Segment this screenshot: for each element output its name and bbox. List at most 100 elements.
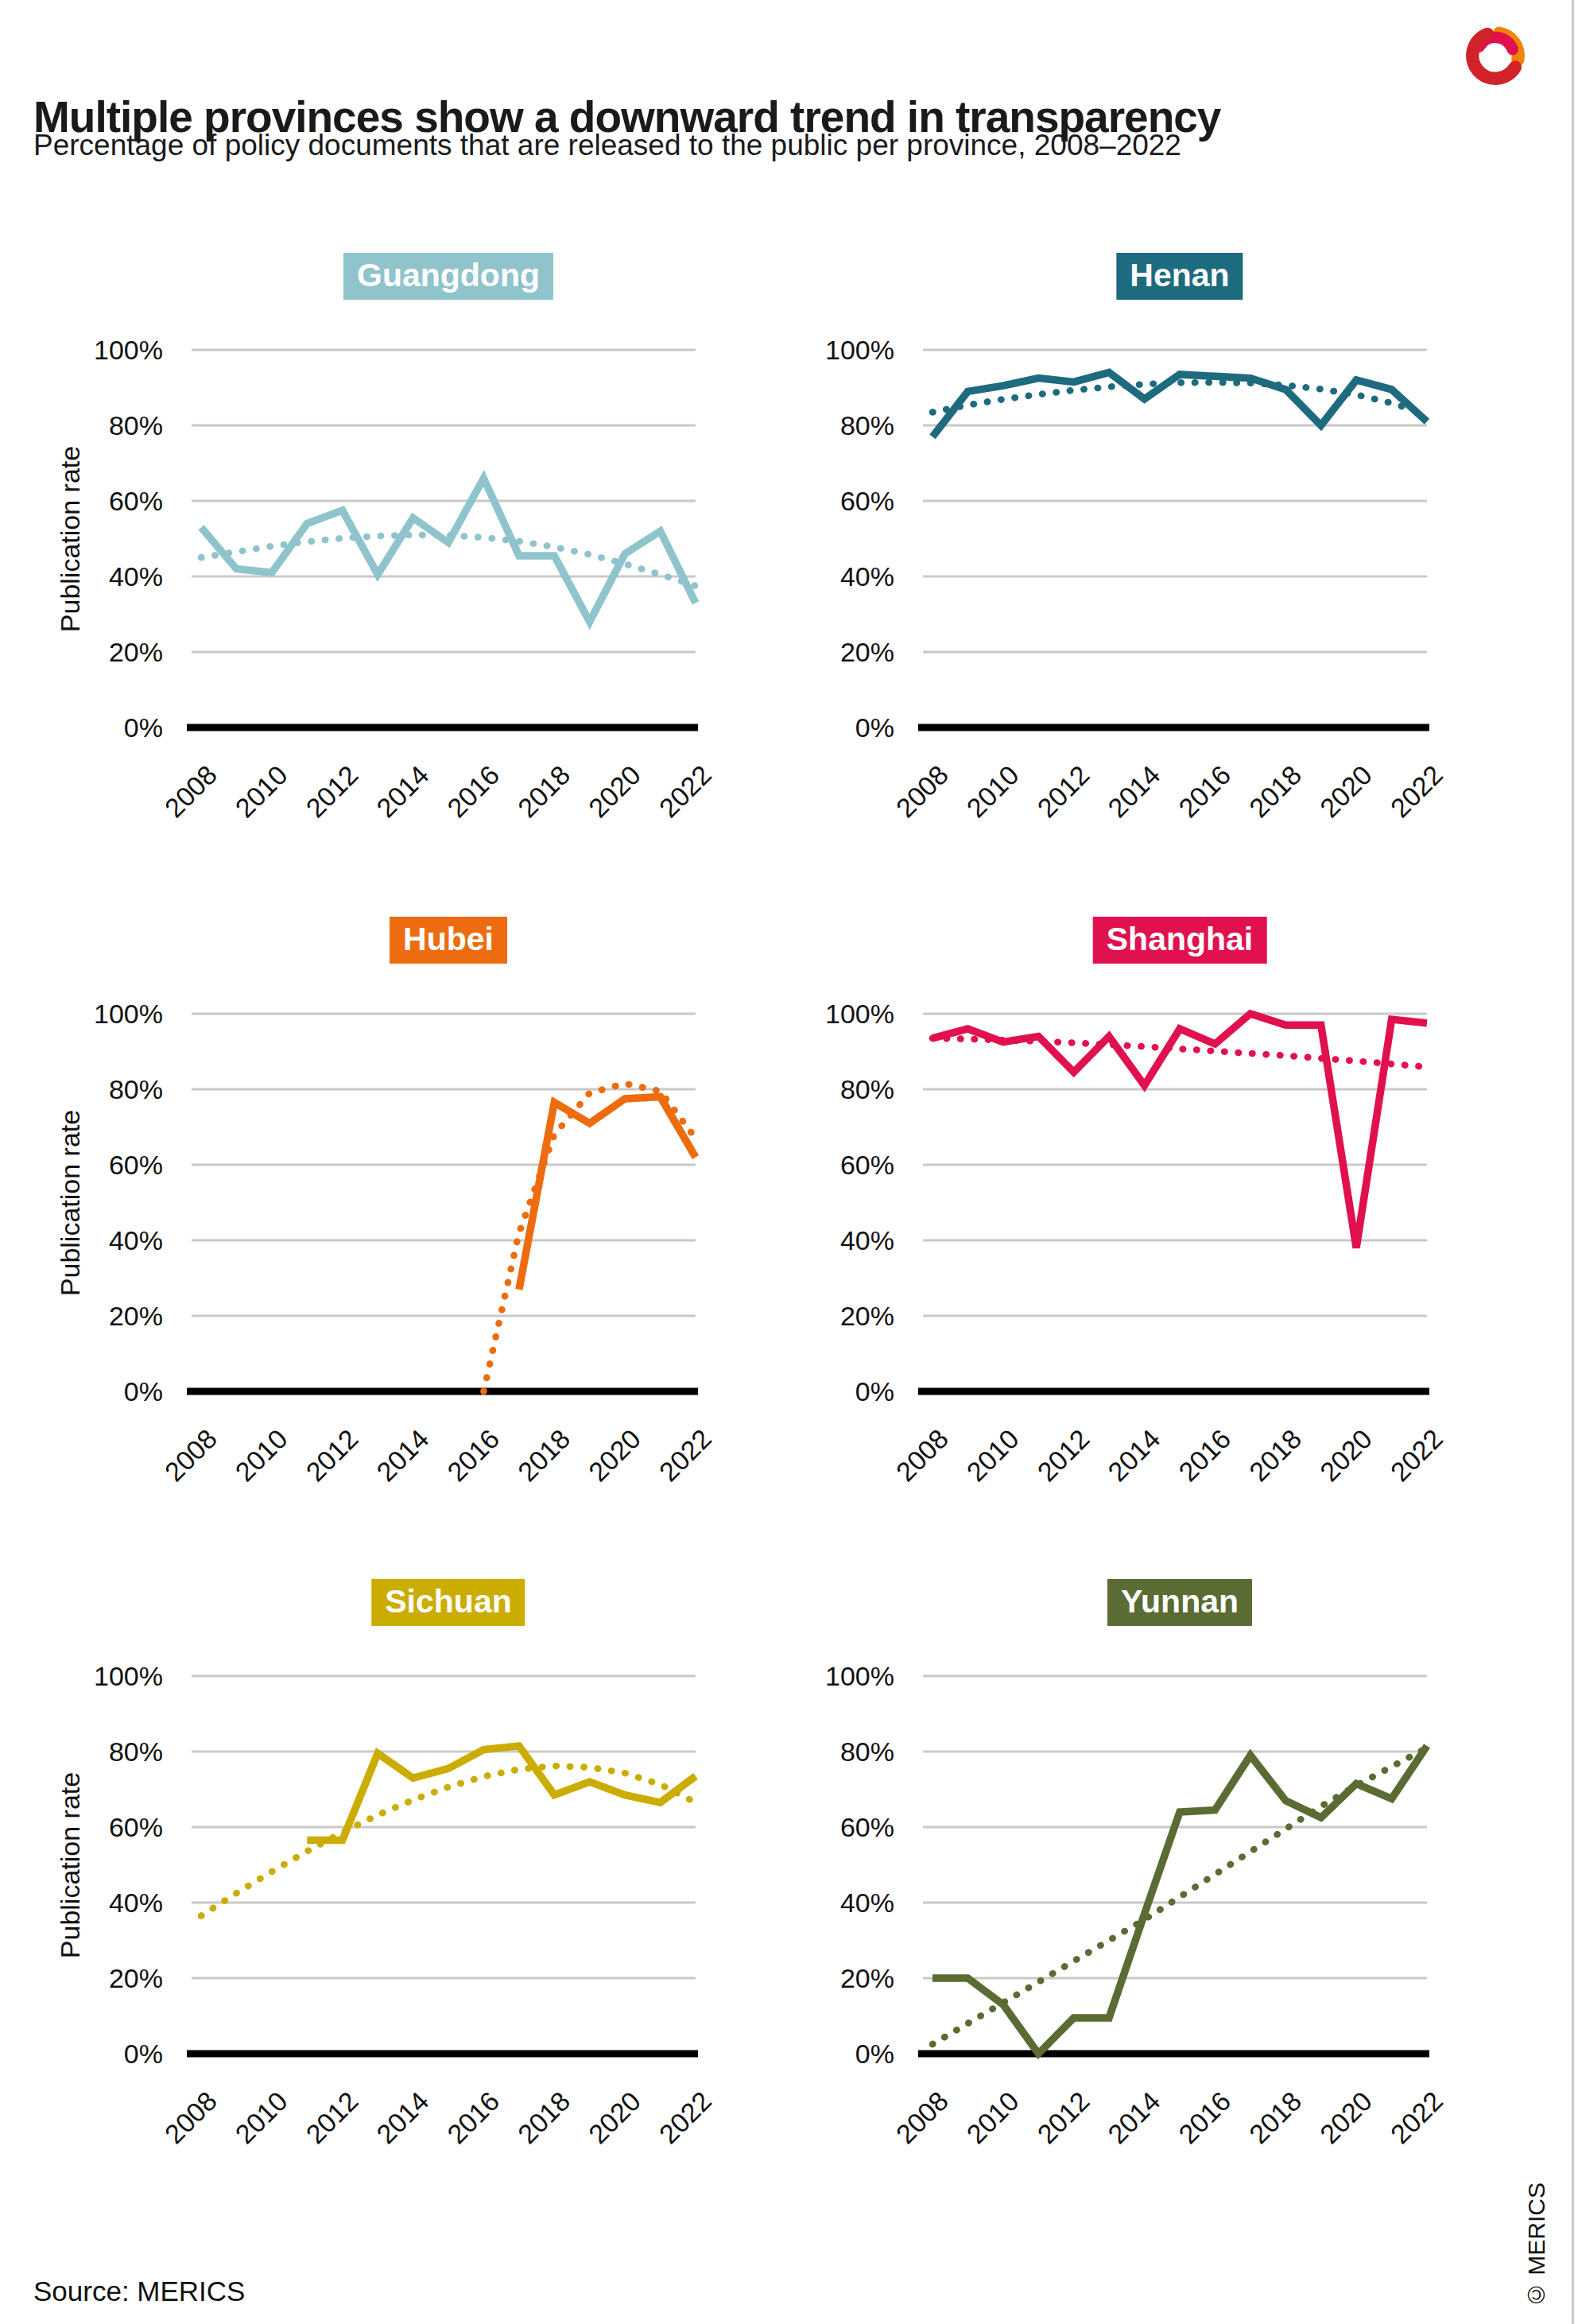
- x-tick-label: 2020: [1314, 1423, 1378, 1487]
- province-label: Sichuan: [371, 1579, 525, 1626]
- x-tick-label: 2016: [441, 2085, 505, 2149]
- data-line: [519, 1097, 696, 1290]
- x-tick-label: 2014: [370, 759, 434, 823]
- x-tick-label: 2010: [960, 759, 1024, 823]
- y-tick-label: 100%: [825, 999, 894, 1029]
- y-tick-label: 60%: [109, 1150, 163, 1180]
- y-tick-label: 60%: [109, 1812, 163, 1842]
- y-tick-label: 60%: [840, 1150, 894, 1180]
- chart-panel-sichuan: 100%80%60%40%20%0%2008201020122014201620…: [44, 1565, 743, 2185]
- chart-panel-hubei: 100%80%60%40%20%0%2008201020122014201620…: [44, 902, 743, 1523]
- y-tick-label: 100%: [825, 1661, 894, 1691]
- y-tick-label: 80%: [840, 1074, 894, 1104]
- x-tick-label: 2008: [890, 759, 954, 823]
- x-tick-label: 2008: [890, 2085, 954, 2149]
- x-tick-label: 2010: [229, 759, 293, 823]
- y-tick-label: 20%: [840, 1301, 894, 1331]
- y-tick-label: 100%: [94, 1661, 163, 1691]
- y-tick-label: 40%: [840, 1888, 894, 1918]
- y-tick-label: 40%: [109, 561, 163, 592]
- right-edge-line: [1572, 0, 1574, 2324]
- y-tick-label: 20%: [840, 1963, 894, 1993]
- page-subtitle: Percentage of policy documents that are …: [33, 129, 1181, 162]
- x-tick-label: 2016: [1173, 1423, 1236, 1487]
- trend-line: [201, 1766, 696, 1916]
- x-tick-label: 2020: [1314, 2085, 1378, 2149]
- x-tick-label: 2022: [653, 1423, 717, 1487]
- copyright-note: © MERICS: [1523, 2137, 1555, 2308]
- y-tick-label: 60%: [840, 486, 894, 516]
- y-tick-label: 20%: [840, 637, 894, 667]
- x-tick-label: 2016: [441, 759, 505, 823]
- y-tick-label: 0%: [124, 1376, 163, 1406]
- x-tick-label: 2008: [890, 1423, 954, 1487]
- x-tick-label: 2020: [583, 1423, 646, 1487]
- y-tick-label: 80%: [109, 1736, 163, 1767]
- x-tick-label: 2010: [229, 2085, 293, 2149]
- x-tick-label: 2012: [1031, 1423, 1095, 1487]
- x-tick-label: 2016: [1173, 759, 1236, 823]
- x-tick-label: 2018: [1243, 1423, 1307, 1487]
- y-axis-title: Publication rate: [55, 1110, 86, 1296]
- x-tick-label: 2022: [1385, 2085, 1448, 2149]
- y-tick-label: 40%: [840, 1225, 894, 1255]
- x-tick-label: 2008: [159, 759, 223, 823]
- x-tick-label: 2008: [159, 2085, 223, 2149]
- x-tick-label: 2014: [1102, 759, 1165, 823]
- x-tick-label: 2014: [370, 1423, 434, 1487]
- x-tick-label: 2010: [960, 1423, 1024, 1487]
- y-tick-label: 80%: [840, 1736, 894, 1767]
- province-label: Yunnan: [1107, 1579, 1252, 1626]
- x-tick-label: 2010: [229, 1423, 293, 1487]
- x-tick-label: 2022: [1385, 759, 1448, 823]
- chart-canvas-hubei: 100%80%60%40%20%0%2008201020122014201620…: [44, 902, 743, 1523]
- y-tick-label: 20%: [109, 1301, 163, 1331]
- x-tick-label: 2012: [1031, 2085, 1095, 2149]
- y-tick-label: 80%: [109, 410, 163, 440]
- trend-line: [483, 1084, 696, 1391]
- province-label: Shanghai: [1093, 917, 1267, 964]
- x-tick-label: 2010: [960, 2085, 1024, 2149]
- x-tick-label: 2018: [1243, 759, 1307, 823]
- x-tick-label: 2008: [159, 1423, 223, 1487]
- y-tick-label: 0%: [124, 712, 163, 743]
- x-tick-label: 2012: [1031, 759, 1095, 823]
- x-tick-label: 2020: [583, 2085, 646, 2149]
- x-tick-label: 2016: [441, 1423, 505, 1487]
- y-tick-label: 100%: [94, 335, 163, 365]
- x-tick-label: 2022: [653, 2085, 717, 2149]
- y-tick-label: 20%: [109, 1963, 163, 1993]
- x-tick-label: 2012: [300, 1423, 363, 1487]
- x-tick-label: 2022: [653, 759, 717, 823]
- y-tick-label: 0%: [855, 712, 894, 743]
- y-tick-label: 80%: [109, 1074, 163, 1104]
- x-tick-label: 2014: [370, 2085, 434, 2149]
- y-tick-label: 40%: [109, 1225, 163, 1255]
- province-label: Henan: [1116, 253, 1243, 300]
- chart-panel-henan: 100%80%60%40%20%0%2008201020122014201620…: [775, 239, 1475, 859]
- y-tick-label: 60%: [109, 486, 163, 516]
- x-tick-label: 2018: [1243, 2085, 1307, 2149]
- province-label: Guangdong: [343, 253, 553, 300]
- chart-panel-yunnan: 100%80%60%40%20%0%2008201020122014201620…: [775, 1565, 1475, 2185]
- y-tick-label: 60%: [840, 1812, 894, 1842]
- merics-logo-icon: [1457, 17, 1533, 94]
- x-tick-label: 2016: [1173, 2085, 1236, 2149]
- x-tick-label: 2012: [300, 2085, 363, 2149]
- province-label: Hubei: [390, 917, 507, 964]
- x-tick-label: 2018: [512, 1423, 576, 1487]
- x-tick-label: 2020: [1314, 759, 1378, 823]
- y-axis-title: Publication rate: [55, 446, 86, 632]
- chart-canvas-shanghai: 100%80%60%40%20%0%2008201020122014201620…: [775, 902, 1475, 1523]
- chart-canvas-henan: 100%80%60%40%20%0%2008201020122014201620…: [775, 239, 1475, 859]
- chart-panel-guangdong: 100%80%60%40%20%0%2008201020122014201620…: [44, 239, 743, 859]
- x-tick-label: 2014: [1102, 1423, 1165, 1487]
- chart-canvas-sichuan: 100%80%60%40%20%0%2008201020122014201620…: [44, 1565, 743, 2185]
- y-tick-label: 40%: [109, 1888, 163, 1918]
- x-tick-label: 2022: [1385, 1423, 1448, 1487]
- chart-canvas-yunnan: 100%80%60%40%20%0%2008201020122014201620…: [775, 1565, 1475, 2185]
- x-tick-label: 2018: [512, 2085, 576, 2149]
- y-tick-label: 0%: [124, 2039, 163, 2069]
- source-note: Source: MERICS: [33, 2276, 245, 2307]
- y-tick-label: 0%: [855, 1376, 894, 1406]
